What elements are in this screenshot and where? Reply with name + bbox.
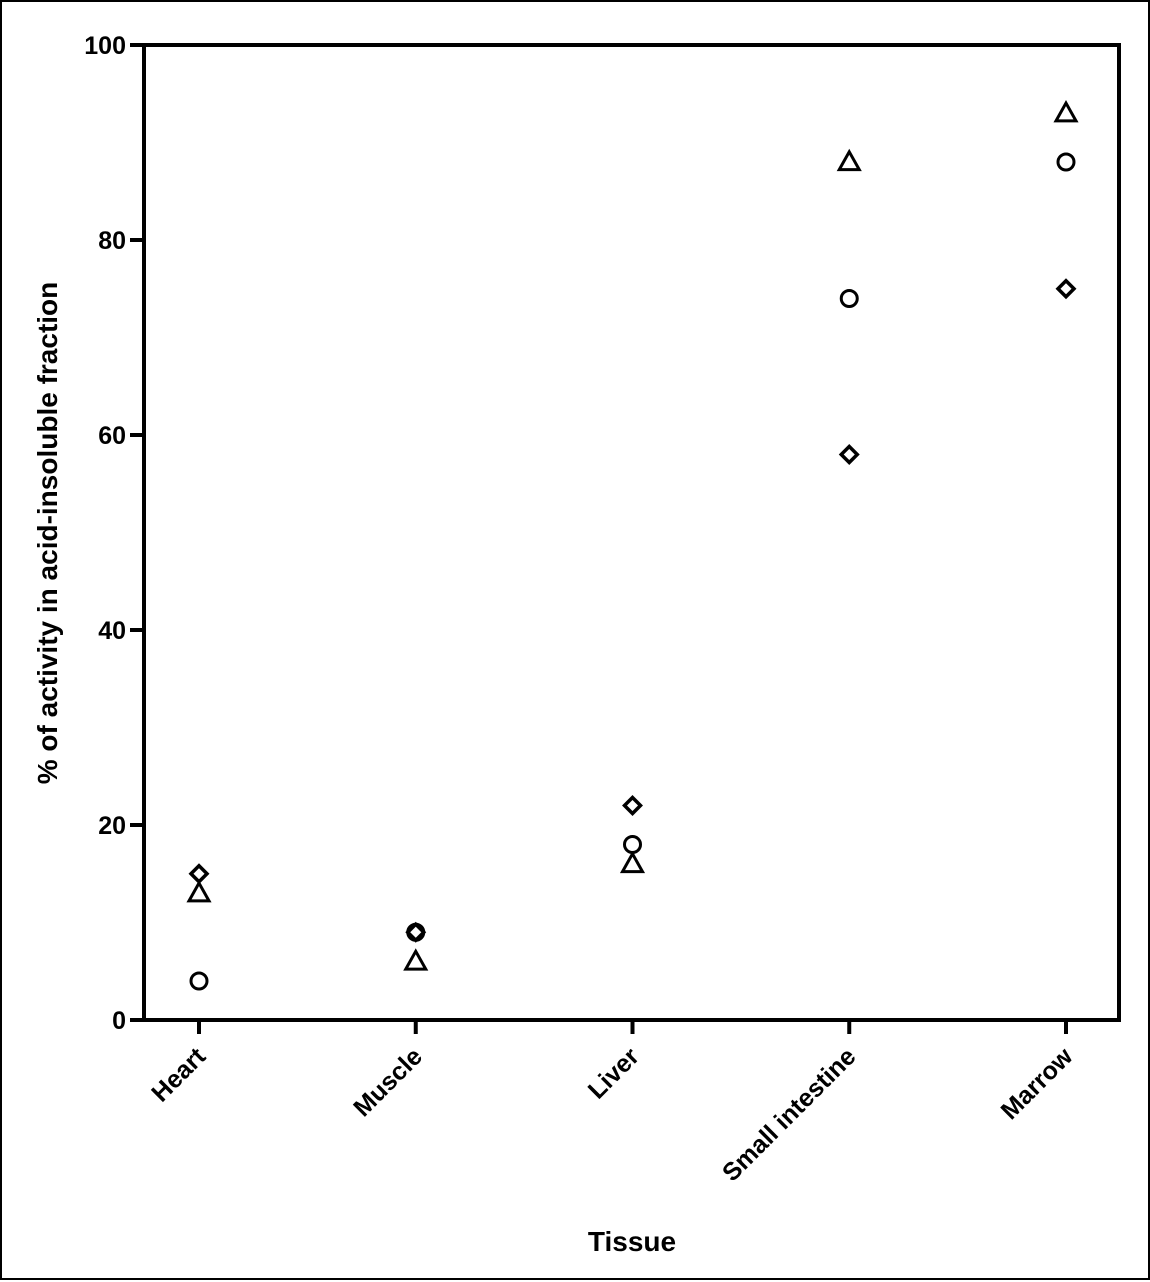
data-point-triangle: [836, 148, 862, 172]
x-tick-label: Liver: [583, 1042, 645, 1104]
data-point-diamond: [405, 921, 427, 943]
x-axis-ticks: Heart Muscle Liver Small intestine Marrow: [146, 1020, 1079, 1187]
data-point-diamond: [188, 863, 210, 885]
axes: [142, 43, 1121, 1022]
data-point-triangle: [403, 948, 429, 971]
data-point-diamond: [622, 795, 643, 816]
x-tick-label: Marrow: [996, 1042, 1079, 1125]
x-tick-label: Heart: [146, 1042, 211, 1107]
data-point-circle: [839, 289, 859, 308]
data-point-circle: [623, 835, 642, 854]
data-point-circle: [189, 971, 209, 991]
data-point-triangle: [619, 850, 646, 874]
data-point-triangle: [186, 879, 212, 903]
y-tick-label: 20: [98, 812, 126, 840]
y-tick-label: 80: [98, 227, 126, 255]
x-tick-label: Muscle: [348, 1042, 428, 1122]
y-tick-label: 0: [112, 1007, 126, 1035]
data-points: [186, 99, 1079, 991]
y-tick-label: 40: [98, 617, 126, 645]
y-axis-title: % of activity in acid-insoluble fraction: [32, 282, 63, 785]
y-axis-ticks: 0 20 40 60 80 100: [84, 32, 144, 1035]
data-point-diamond: [1055, 278, 1077, 300]
y-tick-label: 60: [98, 422, 126, 450]
x-axis-title: Tissue: [588, 1226, 676, 1257]
x-tick-label: Small intestine: [717, 1042, 862, 1187]
data-point-triangle: [1053, 99, 1079, 123]
y-tick-label: 100: [84, 32, 126, 60]
data-point-circle: [1056, 152, 1076, 172]
plot-frame: [142, 43, 1121, 1022]
data-point-diamond: [838, 444, 860, 465]
